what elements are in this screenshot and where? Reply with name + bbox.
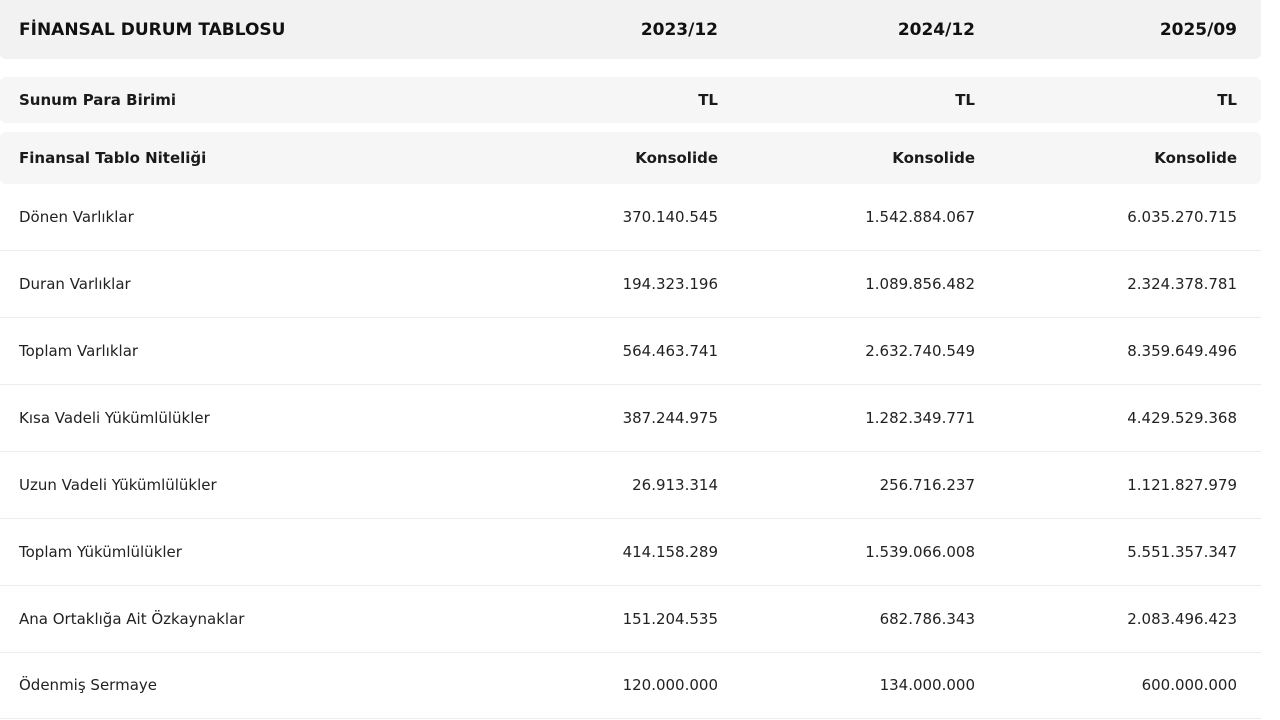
row-label: Finansal Tablo Niteliği bbox=[19, 149, 207, 167]
table-row: Ödenmiş Sermaye 120.000.000 134.000.000 … bbox=[0, 652, 1261, 719]
table-title: FİNANSAL DURUM TABLOSU bbox=[19, 19, 286, 40]
row-value: 414.158.289 bbox=[622, 543, 718, 561]
row-value: 26.913.314 bbox=[632, 476, 718, 494]
row-label: Dönen Varlıklar bbox=[19, 208, 134, 226]
currency-row: Sunum Para Birimi TL TL TL bbox=[0, 77, 1261, 123]
row-value: Konsolide bbox=[1154, 149, 1237, 167]
row-label: Ana Ortaklığa Ait Özkaynaklar bbox=[19, 610, 245, 628]
table-header: FİNANSAL DURUM TABLOSU 2023/12 2024/12 2… bbox=[0, 0, 1261, 59]
row-label: Toplam Yükümlülükler bbox=[19, 543, 182, 561]
period-header-3: 2025/09 bbox=[1159, 19, 1237, 40]
row-value: 134.000.000 bbox=[879, 676, 975, 694]
period-header-2: 2024/12 bbox=[897, 19, 975, 40]
row-value: 256.716.237 bbox=[879, 476, 975, 494]
row-label: Uzun Vadeli Yükümlülükler bbox=[19, 476, 217, 494]
table-row: Toplam Yükümlülükler 414.158.289 1.539.0… bbox=[0, 519, 1261, 586]
row-value: 194.323.196 bbox=[622, 275, 718, 293]
row-value: TL bbox=[1217, 91, 1237, 109]
row-value: 1.282.349.771 bbox=[865, 409, 975, 427]
row-value: 8.359.649.496 bbox=[1127, 342, 1237, 360]
row-value: 600.000.000 bbox=[1141, 676, 1237, 694]
row-value: Konsolide bbox=[892, 149, 975, 167]
row-value: 120.000.000 bbox=[622, 676, 718, 694]
table-row: Kısa Vadeli Yükümlülükler 387.244.975 1.… bbox=[0, 385, 1261, 452]
statement-type-row: Finansal Tablo Niteliği Konsolide Konsol… bbox=[0, 132, 1261, 184]
row-value: 564.463.741 bbox=[622, 342, 718, 360]
row-value: TL bbox=[955, 91, 975, 109]
row-value: 1.121.827.979 bbox=[1127, 476, 1237, 494]
table-row: Duran Varlıklar 194.323.196 1.089.856.48… bbox=[0, 251, 1261, 318]
table-row: Toplam Varlıklar 564.463.741 2.632.740.5… bbox=[0, 318, 1261, 385]
row-value: 5.551.357.347 bbox=[1127, 543, 1237, 561]
row-label: Duran Varlıklar bbox=[19, 275, 131, 293]
row-value: Konsolide bbox=[635, 149, 718, 167]
row-label: Ödenmiş Sermaye bbox=[19, 676, 157, 694]
row-value: 682.786.343 bbox=[879, 610, 975, 628]
row-value: 4.429.529.368 bbox=[1127, 409, 1237, 427]
row-value: 370.140.545 bbox=[622, 208, 718, 226]
table-row: Uzun Vadeli Yükümlülükler 26.913.314 256… bbox=[0, 452, 1261, 519]
row-value: 6.035.270.715 bbox=[1127, 208, 1237, 226]
row-label: Sunum Para Birimi bbox=[19, 91, 177, 109]
row-value: 151.204.535 bbox=[622, 610, 718, 628]
table-row: Ana Ortaklığa Ait Özkaynaklar 151.204.53… bbox=[0, 586, 1261, 653]
row-value: 1.089.856.482 bbox=[865, 275, 975, 293]
row-value: 1.539.066.008 bbox=[865, 543, 975, 561]
row-value: 2.324.378.781 bbox=[1127, 275, 1237, 293]
period-header-1: 2023/12 bbox=[640, 19, 718, 40]
row-value: 2.632.740.549 bbox=[865, 342, 975, 360]
table-row: Dönen Varlıklar 370.140.545 1.542.884.06… bbox=[0, 184, 1261, 251]
row-value: 387.244.975 bbox=[622, 409, 718, 427]
row-value: 1.542.884.067 bbox=[865, 208, 975, 226]
row-label: Toplam Varlıklar bbox=[19, 342, 139, 360]
row-label: Kısa Vadeli Yükümlülükler bbox=[19, 409, 210, 427]
row-value: TL bbox=[698, 91, 718, 109]
row-value: 2.083.496.423 bbox=[1127, 610, 1237, 628]
